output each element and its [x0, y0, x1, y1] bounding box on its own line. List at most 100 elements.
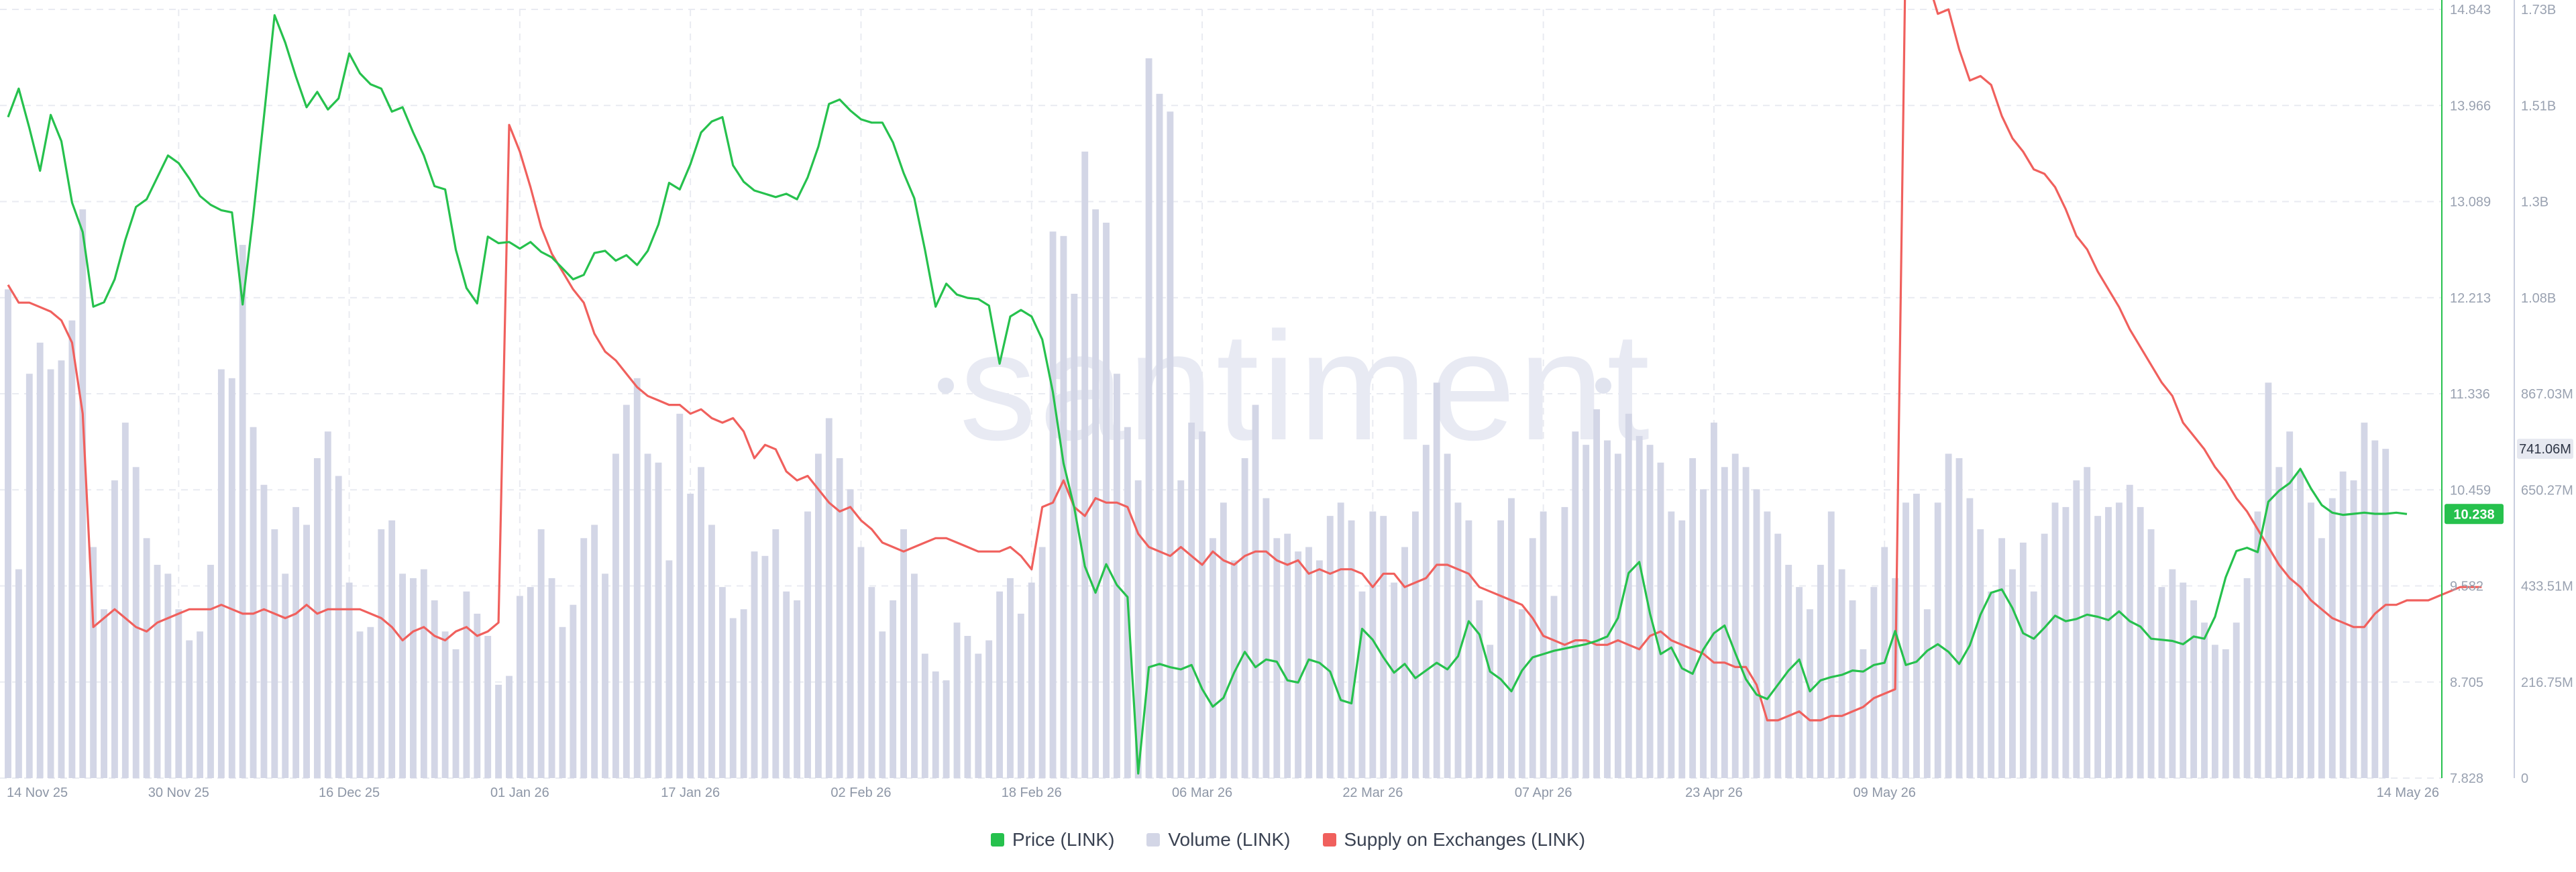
volume-bar: [1358, 591, 1366, 778]
volume-bar: [2361, 423, 2368, 778]
volume-bar: [378, 529, 385, 778]
volume-bar: [1796, 587, 1803, 778]
volume-bar: [943, 680, 950, 778]
volume-bar: [1092, 209, 1099, 778]
legend-item-price[interactable]: Price (LINK): [990, 829, 1114, 851]
volume-bar: [2318, 538, 2325, 778]
volume-bar: [740, 609, 747, 778]
volume-bar: [5, 289, 11, 778]
volume-bar: [1284, 533, 1291, 778]
legend-item-volume[interactable]: Volume (LINK): [1146, 829, 1291, 851]
volume-bar: [708, 525, 715, 778]
volume-bar: [1711, 423, 1717, 778]
volume-bar: [847, 489, 854, 778]
volume-bar: [335, 476, 342, 778]
volume-bar: [1252, 404, 1259, 778]
volume-bar: [367, 626, 374, 778]
volume-bar: [825, 418, 833, 778]
volume-bar: [452, 649, 460, 778]
volume-bar: [1827, 511, 1835, 778]
volume-bar: [548, 578, 555, 778]
volume-bar: [2019, 542, 2027, 778]
volume-bar: [2147, 529, 2155, 778]
volume-bar: [1060, 235, 1067, 779]
price-line: [7, 14, 2408, 775]
volume-bar: [292, 506, 300, 778]
x-axis-tick-label: 14 May 26: [2377, 785, 2439, 800]
x-axis-tick-label: 22 Mar 26: [1342, 785, 1403, 800]
x-axis-tick-label: 09 May 26: [1854, 785, 1916, 800]
legend-swatch-price: [990, 833, 1004, 847]
volume-bar: [101, 609, 107, 778]
volume-axis-tick-label: 433.51M: [2521, 580, 2573, 594]
volume-bar: [217, 369, 225, 778]
volume-bar: [121, 423, 129, 778]
x-axis-tick-label: 14 Nov 25: [7, 785, 68, 800]
volume-bar: [1721, 467, 1728, 778]
volume-bar: [1454, 502, 1462, 778]
volume-bar: [1348, 520, 1355, 778]
volume-bar: [250, 427, 257, 778]
volume-bar: [1081, 151, 1089, 779]
volume-bar: [1103, 222, 1110, 778]
volume-bar: [154, 565, 161, 778]
volume-bar: [2211, 645, 2218, 778]
volume-bar: [1945, 453, 1952, 778]
watermark-dot-right: [1595, 378, 1611, 394]
volume-bar: [900, 529, 907, 778]
volume-bar: [2222, 649, 2229, 778]
volume-bar: [655, 462, 662, 778]
volume-bar: [2009, 569, 2016, 778]
volume-axis-tick-label: 0: [2521, 771, 2528, 786]
volume-bar: [1230, 560, 1238, 778]
volume-bar: [2339, 471, 2347, 778]
price-axis-tick-label: 8.705: [2450, 675, 2483, 690]
volume-bar: [783, 591, 790, 778]
volume-bar: [814, 453, 822, 778]
volume-bar: [2297, 471, 2304, 778]
volume-bar: [1199, 431, 1205, 778]
volume-bar: [1838, 569, 1845, 778]
x-axis-tick-label: 23 Apr 26: [1685, 785, 1743, 800]
volume-bar: [1849, 600, 1856, 778]
volume-bar: [2084, 467, 2091, 778]
volume-bar: [164, 574, 172, 778]
volume-bar: [751, 551, 758, 778]
volume-bar: [1263, 498, 1270, 778]
volume-bar: [207, 565, 214, 778]
volume-bar: [1167, 111, 1174, 778]
x-axis-tick-label: 17 Jan 26: [661, 785, 720, 800]
volume-bar: [495, 684, 502, 778]
volume-bar: [1465, 520, 1472, 778]
volume-bar: [1604, 440, 1611, 778]
volume-bar: [2350, 480, 2357, 778]
legend-item-supply[interactable]: Supply on Exchanges (LINK): [1322, 829, 1585, 851]
volume-bar: [1923, 609, 1931, 778]
volume-bar: [1934, 502, 1941, 778]
x-axis-tick-label: 06 Mar 26: [1172, 785, 1232, 800]
volume-axis-tick-label: 1.51B: [2521, 99, 2556, 113]
x-axis-tick-label: 01 Jan 26: [490, 785, 549, 800]
volume-bar: [1668, 511, 1675, 778]
volume-bar: [1391, 582, 1398, 778]
price-axis-tick-label: 14.843: [2450, 3, 2491, 17]
volume-bar: [698, 467, 704, 778]
volume-bar: [857, 547, 865, 778]
volume-bar: [2190, 600, 2198, 778]
volume-bar: [1188, 423, 1195, 778]
volume-bar: [79, 209, 87, 778]
volume-bar: [2286, 431, 2294, 778]
volume-bar: [1476, 600, 1483, 778]
volume-bar: [2030, 591, 2037, 778]
volume-bar: [1177, 480, 1185, 778]
volume-bar: [911, 574, 918, 778]
volume-bar: [2275, 467, 2283, 778]
volume-bar: [644, 453, 651, 778]
volume-bar: [388, 520, 396, 778]
volume-bar: [1422, 445, 1430, 778]
volume-bar: [1316, 560, 1323, 778]
volume-bar: [1635, 435, 1643, 778]
volume-bar: [975, 653, 982, 778]
volume-bar: [2169, 569, 2176, 778]
volume-bar: [2073, 480, 2080, 778]
